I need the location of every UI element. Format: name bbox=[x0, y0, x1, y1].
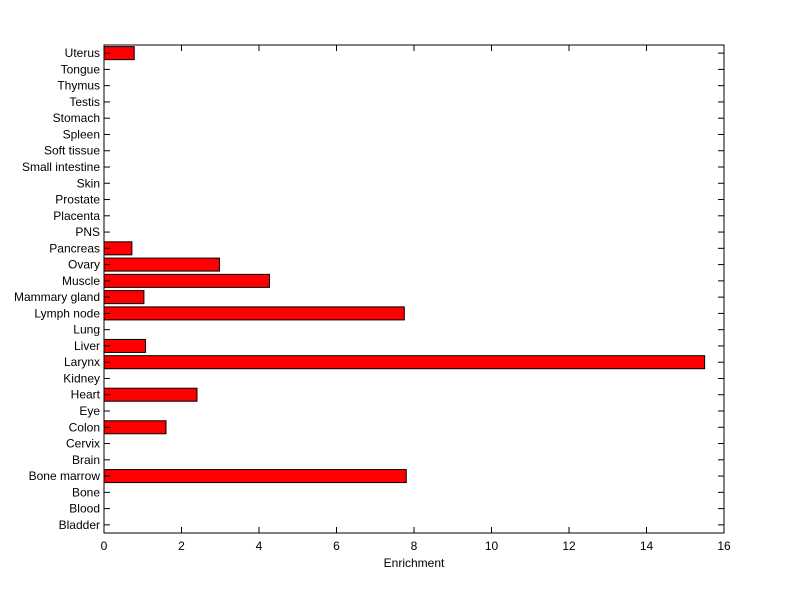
x-axis-title: Enrichment bbox=[384, 556, 445, 570]
bars-group bbox=[103, 46, 706, 484]
x-tick-label-4: 4 bbox=[256, 539, 263, 553]
bar-bone-marrow bbox=[103, 469, 407, 484]
y-tick-label-stomach: Stomach bbox=[53, 111, 100, 125]
y-tick-label-cervix: Cervix bbox=[66, 437, 100, 451]
y-tick-label-testis: Testis bbox=[69, 95, 100, 109]
x-tick-label-16: 16 bbox=[717, 539, 731, 553]
y-tick-label-prostate: Prostate bbox=[55, 193, 100, 207]
x-tick-label-10: 10 bbox=[485, 539, 499, 553]
y-tick-label-bone-marrow: Bone marrow bbox=[29, 469, 101, 483]
bar-colon bbox=[103, 420, 167, 435]
bar-larynx bbox=[103, 355, 706, 370]
y-tick-label-kidney: Kidney bbox=[63, 371, 100, 385]
x-tick-labels: 0 2 4 6 8 10 12 14 16 bbox=[101, 539, 731, 553]
y-tick-label-skin: Skin bbox=[77, 176, 100, 190]
y-tick-label-uterus: Uterus bbox=[65, 46, 100, 60]
ticks-group bbox=[103, 45, 725, 533]
y-tick-label-lymph-node: Lymph node bbox=[34, 306, 100, 320]
y-tick-label-soft-tissue: Soft tissue bbox=[44, 144, 100, 158]
y-tick-label-blood: Blood bbox=[69, 502, 100, 516]
x-tick-label-8: 8 bbox=[411, 539, 418, 553]
y-tick-label-pancreas: Pancreas bbox=[49, 241, 100, 255]
x-tick-label-2: 2 bbox=[178, 539, 185, 553]
x-tick-label-0: 0 bbox=[101, 539, 108, 553]
y-tick-label-colon: Colon bbox=[69, 420, 100, 434]
bar-heart bbox=[103, 387, 198, 402]
plot-frame bbox=[103, 44, 725, 534]
y-tick-label-small-intestine: Small intestine bbox=[22, 160, 100, 174]
y-tick-label-pns: PNS bbox=[75, 225, 100, 239]
y-tick-label-bladder: Bladder bbox=[59, 518, 100, 532]
y-tick-label-mammary-gland: Mammary gland bbox=[14, 290, 100, 304]
y-tick-label-thymus: Thymus bbox=[57, 79, 100, 93]
y-tick-label-ovary: Ovary bbox=[68, 258, 100, 272]
y-tick-label-lung: Lung bbox=[73, 323, 100, 337]
y-tick-label-larynx: Larynx bbox=[64, 355, 100, 369]
x-tick-label-12: 12 bbox=[562, 539, 576, 553]
bar-muscle bbox=[103, 273, 270, 288]
x-tick-label-14: 14 bbox=[640, 539, 654, 553]
y-tick-label-heart: Heart bbox=[71, 388, 101, 402]
y-tick-label-bone: Bone bbox=[72, 485, 100, 499]
bar-liver bbox=[103, 338, 146, 353]
x-tick-label-6: 6 bbox=[333, 539, 340, 553]
y-tick-label-eye: Eye bbox=[79, 404, 100, 418]
y-tick-label-spleen: Spleen bbox=[63, 127, 100, 141]
y-tick-labels: Bladder Blood Bone Bone marrow Brain Cervix Co… bbox=[14, 46, 101, 532]
y-tick-label-tongue: Tongue bbox=[61, 62, 101, 76]
y-tick-label-liver: Liver bbox=[74, 339, 100, 353]
bar-lymph-node bbox=[103, 306, 405, 321]
y-tick-label-brain: Brain bbox=[72, 453, 100, 467]
y-tick-label-placenta: Placenta bbox=[53, 209, 100, 223]
y-tick-label-muscle: Muscle bbox=[62, 274, 100, 288]
bar-ovary bbox=[103, 257, 220, 272]
